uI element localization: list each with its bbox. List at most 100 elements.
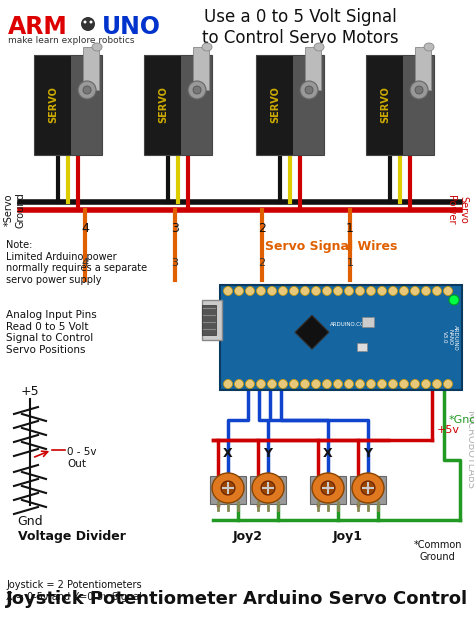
Bar bbox=[72, 55, 102, 155]
Bar bbox=[182, 55, 212, 155]
Bar bbox=[256, 55, 293, 155]
Circle shape bbox=[389, 379, 398, 389]
Text: UNO: UNO bbox=[102, 15, 161, 39]
Circle shape bbox=[432, 286, 441, 296]
Text: +5: +5 bbox=[21, 385, 39, 398]
Text: Y: Y bbox=[364, 447, 373, 460]
Circle shape bbox=[421, 286, 430, 296]
Ellipse shape bbox=[314, 43, 324, 51]
Bar bbox=[357, 343, 367, 351]
Circle shape bbox=[345, 379, 354, 389]
Text: X: X bbox=[223, 447, 233, 460]
Circle shape bbox=[444, 286, 453, 296]
Circle shape bbox=[410, 286, 419, 296]
Circle shape bbox=[400, 286, 409, 296]
Ellipse shape bbox=[424, 43, 434, 51]
Text: 2: 2 bbox=[258, 258, 265, 268]
Text: Servo Signal Wires: Servo Signal Wires bbox=[265, 240, 397, 253]
Bar bbox=[210, 476, 246, 504]
Circle shape bbox=[267, 286, 276, 296]
Ellipse shape bbox=[221, 481, 235, 495]
Ellipse shape bbox=[193, 86, 201, 94]
Circle shape bbox=[410, 379, 419, 389]
Bar bbox=[250, 476, 286, 504]
Ellipse shape bbox=[415, 86, 423, 94]
Circle shape bbox=[290, 379, 299, 389]
Text: ARM: ARM bbox=[8, 15, 68, 39]
Circle shape bbox=[256, 286, 265, 296]
Text: 1: 1 bbox=[346, 222, 354, 235]
Ellipse shape bbox=[212, 473, 244, 503]
Bar bbox=[202, 300, 222, 340]
Bar bbox=[256, 55, 324, 155]
Circle shape bbox=[356, 286, 365, 296]
Bar bbox=[366, 55, 434, 155]
Text: Voltage Divider: Voltage Divider bbox=[18, 530, 126, 543]
Text: SERVO: SERVO bbox=[158, 87, 168, 123]
Circle shape bbox=[366, 379, 375, 389]
Text: Gnd: Gnd bbox=[17, 515, 43, 528]
Text: ARDUINO
NANO
V3.0: ARDUINO NANO V3.0 bbox=[442, 325, 458, 350]
Ellipse shape bbox=[81, 17, 95, 31]
Circle shape bbox=[267, 379, 276, 389]
Circle shape bbox=[301, 379, 310, 389]
Text: Servo
Power: Servo Power bbox=[447, 195, 468, 225]
Text: 3: 3 bbox=[171, 222, 179, 235]
Circle shape bbox=[432, 379, 441, 389]
Text: 4: 4 bbox=[82, 258, 89, 268]
Circle shape bbox=[246, 286, 255, 296]
Text: X: X bbox=[323, 447, 333, 460]
Text: 0 - 5v
Out: 0 - 5v Out bbox=[67, 447, 97, 468]
Circle shape bbox=[246, 379, 255, 389]
Ellipse shape bbox=[261, 481, 275, 495]
Text: make learn explore robotics: make learn explore robotics bbox=[8, 36, 135, 45]
Text: SERVO: SERVO bbox=[380, 87, 390, 123]
Circle shape bbox=[377, 286, 386, 296]
Bar bbox=[193, 47, 209, 90]
Ellipse shape bbox=[83, 86, 91, 94]
Circle shape bbox=[301, 286, 310, 296]
Bar bbox=[293, 55, 324, 155]
Bar bbox=[350, 476, 386, 504]
Text: 2: 2 bbox=[258, 222, 266, 235]
Circle shape bbox=[311, 379, 320, 389]
Text: Joy2: Joy2 bbox=[233, 530, 263, 543]
Ellipse shape bbox=[361, 481, 375, 495]
Text: Note:
Limited Arduino power
normally requires a separate
servo power supply: Note: Limited Arduino power normally req… bbox=[6, 240, 147, 285]
Bar bbox=[83, 47, 99, 90]
Ellipse shape bbox=[305, 86, 313, 94]
Bar bbox=[220, 285, 462, 390]
Text: Analog Input Pins
Read 0 to 5 Volt
Signal to Control
Servo Positions: Analog Input Pins Read 0 to 5 Volt Signa… bbox=[6, 310, 97, 355]
Bar bbox=[403, 55, 434, 155]
Circle shape bbox=[322, 379, 331, 389]
Circle shape bbox=[356, 379, 365, 389]
Ellipse shape bbox=[300, 81, 318, 99]
Text: 1: 1 bbox=[346, 258, 354, 268]
Text: Use a 0 to 5 Volt Signal
to Control Servo Motors: Use a 0 to 5 Volt Signal to Control Serv… bbox=[202, 8, 398, 47]
Text: SERVO: SERVO bbox=[270, 87, 280, 123]
Text: +5v: +5v bbox=[437, 425, 460, 435]
Bar bbox=[310, 476, 346, 504]
Circle shape bbox=[224, 286, 233, 296]
Ellipse shape bbox=[90, 20, 92, 23]
Text: *Gnd: *Gnd bbox=[449, 415, 474, 425]
Circle shape bbox=[334, 379, 343, 389]
Bar bbox=[202, 305, 216, 335]
Ellipse shape bbox=[202, 43, 212, 51]
Polygon shape bbox=[295, 315, 329, 349]
Circle shape bbox=[290, 286, 299, 296]
Circle shape bbox=[256, 379, 265, 389]
Circle shape bbox=[366, 286, 375, 296]
Ellipse shape bbox=[312, 473, 344, 503]
Bar bbox=[144, 55, 212, 155]
Text: Joystick = 2 Potentiometers
X = 0-5v and Y=0-5v Signal: Joystick = 2 Potentiometers X = 0-5v and… bbox=[6, 580, 142, 602]
Circle shape bbox=[235, 286, 244, 296]
Text: MICROBOTLABS: MICROBOTLABS bbox=[465, 411, 474, 489]
Circle shape bbox=[279, 379, 288, 389]
Ellipse shape bbox=[83, 20, 86, 23]
Circle shape bbox=[334, 286, 343, 296]
Text: SERVO: SERVO bbox=[48, 87, 58, 123]
Circle shape bbox=[421, 379, 430, 389]
Circle shape bbox=[224, 379, 233, 389]
Bar bbox=[362, 317, 374, 327]
